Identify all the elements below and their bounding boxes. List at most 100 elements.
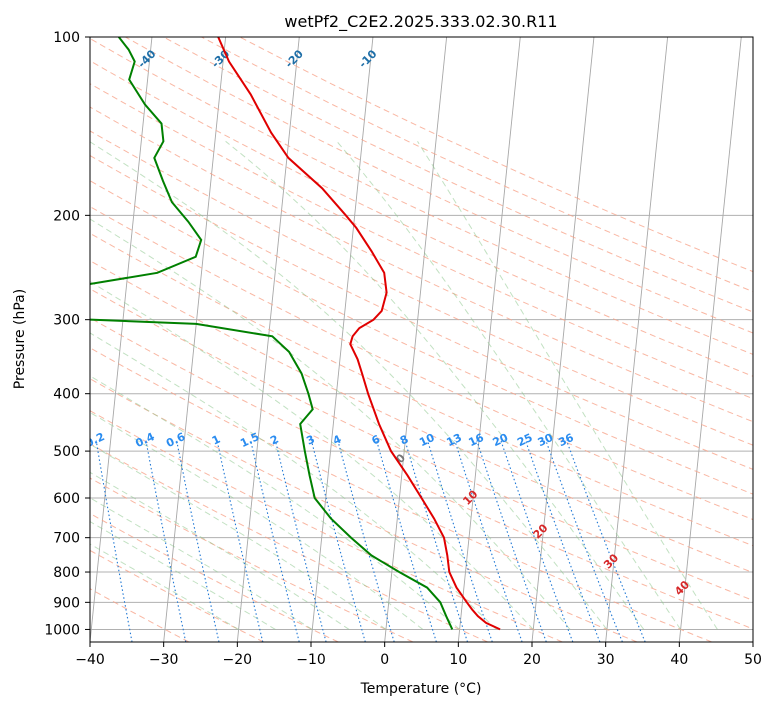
dry-adiabat <box>90 206 753 521</box>
y-tick-label: 1000 <box>44 622 80 638</box>
dry-adiabat <box>90 60 753 377</box>
isotherm-line <box>605 37 669 642</box>
isotherm-label: -20 <box>283 47 306 70</box>
mixing-ratio-label: 0.4 <box>133 430 156 450</box>
moist-adiabat <box>90 471 350 630</box>
x-tick-label: 20 <box>523 652 541 668</box>
mixing-ratio-line <box>337 440 395 642</box>
y-tick-label: 400 <box>53 387 80 403</box>
x-tick-label: 30 <box>597 652 615 668</box>
mixing-ratio-line <box>310 440 366 642</box>
isotherm-line <box>163 37 227 642</box>
mixing-ratio-line <box>216 440 264 642</box>
mixing-ratio-label: 1.5 <box>238 430 261 450</box>
x-tick-label: 0 <box>380 652 389 668</box>
chart-title: wetPf2_C2E2.2025.333.02.30.R11 <box>284 12 557 32</box>
dry-adiabat <box>201 37 753 293</box>
plot-frame <box>89 36 754 643</box>
y-tick-label: 900 <box>53 595 80 611</box>
dewpoint-profile-line <box>90 37 454 630</box>
isotherm-label: -50 <box>62 47 85 70</box>
temperature-profile-line <box>217 37 501 631</box>
y-tick-label: 500 <box>53 444 80 460</box>
dry-adiabat <box>90 83 753 400</box>
x-axis-title: Temperature (°C) <box>360 681 482 697</box>
isotherm-line <box>752 637 753 642</box>
mixing-ratio-line <box>145 440 187 642</box>
isotherm-label: 40 <box>672 578 692 598</box>
mixing-ratio-line <box>250 440 300 642</box>
mixing-ratio-label: 6 <box>370 432 383 447</box>
moist-adiabat <box>417 141 718 630</box>
mixing-ratio-label: 20 <box>491 431 511 449</box>
dry-adiabat <box>90 317 753 630</box>
y-tick-label: 100 <box>53 30 80 46</box>
mixing-ratio-label: 1 <box>210 433 222 448</box>
y-tick-label: 300 <box>53 313 80 329</box>
dry-adiabat <box>90 130 753 446</box>
mixing-ratio-line <box>274 440 327 642</box>
mixing-ratio-line <box>427 440 493 642</box>
isotherm-line <box>531 37 595 642</box>
mixing-ratio-label: 0.2 <box>84 430 107 450</box>
moist-adiabat <box>90 443 387 630</box>
isotherm-line <box>236 37 300 642</box>
mixing-ratio-line <box>95 440 133 642</box>
moist-adiabat <box>336 140 681 630</box>
isotherm-line <box>384 37 448 642</box>
y-tick-label: 200 <box>53 208 80 224</box>
moist-adiabat <box>90 218 571 630</box>
dry-adiabat <box>90 378 638 642</box>
x-tick-label: −20 <box>223 652 253 668</box>
mixing-ratio-label: 30 <box>536 431 556 449</box>
moist-adiabat <box>90 280 534 630</box>
isotherm-label: -60 <box>0 47 12 70</box>
isotherm-label: 20 <box>531 521 551 541</box>
moist-adiabat <box>90 411 424 630</box>
dry-adiabat <box>163 37 753 313</box>
x-tick-label: −30 <box>149 652 179 668</box>
mixing-ratio-label: 8 <box>398 433 410 448</box>
moist-adiabat <box>90 141 608 630</box>
mixing-ratio-label: 13 <box>444 431 463 449</box>
mixing-ratio-label: 3 <box>304 433 316 448</box>
dry-adiabat <box>90 180 753 495</box>
y-tick-label: 800 <box>53 565 80 581</box>
y-tick-label: 600 <box>53 491 80 507</box>
dry-adiabat <box>90 477 414 642</box>
isotherm-line <box>457 37 521 642</box>
isotherm-line <box>0 37 5 642</box>
plot-area: 0.10.20.40.611.52346810131620253036-100-… <box>0 37 753 642</box>
dry-adiabat <box>90 410 563 642</box>
x-tick-label: 40 <box>670 652 688 668</box>
y-tick-label: 700 <box>53 531 80 547</box>
dry-adiabat <box>90 443 488 642</box>
mixing-ratio-line <box>176 440 220 642</box>
dry-adiabat <box>90 347 712 642</box>
data-series-layer <box>90 37 501 631</box>
mixing-ratio-line <box>545 440 623 642</box>
x-tick-label: 50 <box>744 652 762 668</box>
dry-adiabat <box>90 38 753 355</box>
isotherm-label: -40 <box>135 47 158 70</box>
dry-adiabat <box>90 232 753 547</box>
isotherm-line <box>90 37 153 642</box>
dry-adiabat <box>90 106 753 423</box>
x-tick-label: −10 <box>296 652 326 668</box>
isotherm-label: 10 <box>460 487 480 507</box>
dry-adiabat <box>90 588 190 642</box>
mixing-ratio-line <box>454 440 523 642</box>
mixing-ratio-line <box>524 440 601 642</box>
isotherm-label: -30 <box>209 47 232 70</box>
dry-adiabat <box>90 512 339 642</box>
x-tick-label: −40 <box>75 652 105 668</box>
isotherm-line <box>678 37 742 642</box>
mixing-ratio-label: 25 <box>515 431 534 449</box>
moist-adiabat <box>90 375 460 630</box>
isotherm-label: 30 <box>601 551 621 571</box>
mixing-ratio-line <box>500 440 574 642</box>
mixing-ratio-label: 36 <box>556 431 576 449</box>
x-tick-label: 10 <box>449 652 467 668</box>
